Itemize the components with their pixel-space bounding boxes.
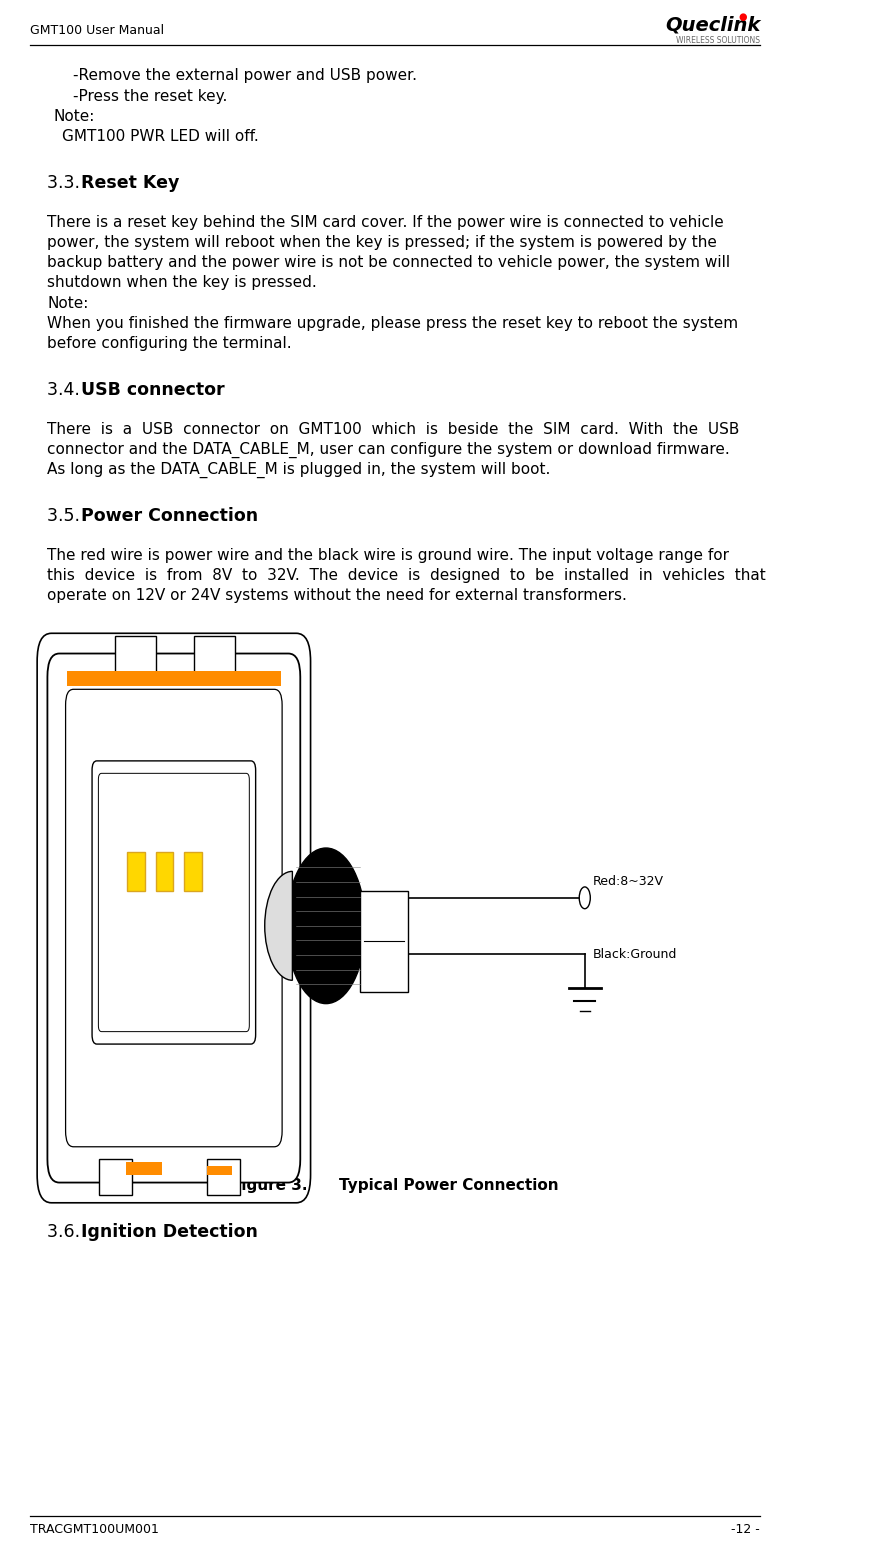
Text: Queclink: Queclink [665, 16, 760, 34]
Bar [207, 1159, 240, 1195]
Text: this  device  is  from  8V  to  32V.  The  device  is  designed  to  be  install: this device is from 8V to 32V. The devic… [47, 568, 766, 584]
Circle shape [580, 887, 590, 909]
FancyBboxPatch shape [92, 761, 256, 1044]
FancyBboxPatch shape [99, 773, 250, 1032]
Text: Black:Ground: Black:Ground [593, 948, 677, 960]
Text: 3.3.: 3.3. [47, 174, 86, 193]
Text: Figure 3.      Typical Power Connection: Figure 3. Typical Power Connection [231, 1178, 559, 1193]
Text: before configuring the terminal.: before configuring the terminal. [47, 336, 292, 352]
Text: When you finished the firmware upgrade, please press the reset key to reboot the: When you finished the firmware upgrade, … [47, 316, 739, 331]
Text: operate on 12V or 24V systems without the need for external transformers.: operate on 12V or 24V systems without th… [47, 588, 628, 604]
Text: power, the system will reboot when the key is pressed; if the system is powered : power, the system will reboot when the k… [47, 235, 718, 251]
Bar [155, 853, 173, 890]
Text: 3.4.: 3.4. [47, 381, 86, 400]
Text: There is a reset key behind the SIM card cover. If the power wire is connected t: There is a reset key behind the SIM card… [47, 215, 725, 230]
Text: Ignition Detection: Ignition Detection [80, 1223, 258, 1242]
FancyBboxPatch shape [47, 654, 300, 1183]
Text: Note:: Note: [47, 296, 89, 311]
Text: -Press the reset key.: -Press the reset key. [72, 89, 227, 104]
Bar [207, 1165, 232, 1175]
Bar [194, 636, 235, 680]
Text: USB connector: USB connector [80, 381, 224, 400]
Text: Red:8~32V: Red:8~32V [593, 876, 663, 888]
Bar [361, 892, 408, 993]
Text: Power Connection: Power Connection [80, 507, 258, 526]
Text: GMT100 User Manual: GMT100 User Manual [30, 25, 164, 37]
Text: ●: ● [739, 12, 747, 22]
Text: 3.5.: 3.5. [47, 507, 86, 526]
Bar [99, 1159, 132, 1195]
Bar [184, 853, 202, 890]
Text: GMT100 PWR LED will off.: GMT100 PWR LED will off. [62, 129, 258, 145]
Bar [114, 636, 155, 680]
Text: -Remove the external power and USB power.: -Remove the external power and USB power… [72, 68, 416, 84]
Bar [127, 853, 145, 890]
Text: 3.6.: 3.6. [47, 1223, 86, 1242]
FancyBboxPatch shape [65, 689, 282, 1147]
Wedge shape [265, 871, 292, 980]
Circle shape [286, 848, 366, 1004]
Text: TRACGMT100UM001: TRACGMT100UM001 [30, 1523, 159, 1536]
Text: shutdown when the key is pressed.: shutdown when the key is pressed. [47, 275, 317, 291]
Text: There  is  a  USB  connector  on  GMT100  which  is  beside  the  SIM  card.  Wi: There is a USB connector on GMT100 which… [47, 422, 739, 437]
Text: As long as the DATA_CABLE_M is plugged in, the system will boot.: As long as the DATA_CABLE_M is plugged i… [47, 462, 551, 478]
Text: backup battery and the power wire is not be connected to vehicle power, the syst: backup battery and the power wire is not… [47, 255, 731, 271]
Text: The red wire is power wire and the black wire is ground wire. The input voltage : The red wire is power wire and the black… [47, 548, 730, 563]
FancyBboxPatch shape [38, 633, 311, 1203]
Text: WIRELESS SOLUTIONS: WIRELESS SOLUTIONS [677, 36, 760, 45]
Text: connector and the DATA_CABLE_M, user can configure the system or download firmwa: connector and the DATA_CABLE_M, user can… [47, 442, 730, 457]
Text: Note:: Note: [54, 109, 95, 124]
Bar [67, 671, 280, 686]
Text: Reset Key: Reset Key [80, 174, 179, 193]
Text: -12 -: -12 - [732, 1523, 760, 1536]
Bar [127, 1162, 162, 1175]
